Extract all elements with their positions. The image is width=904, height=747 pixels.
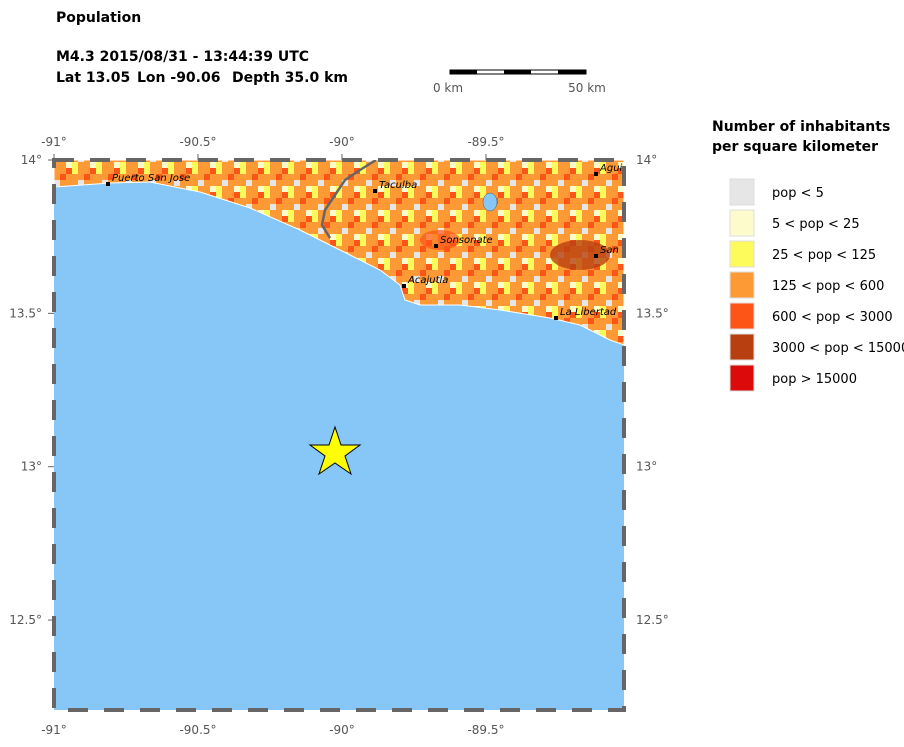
legend-label: pop < 5 <box>772 186 824 201</box>
legend-swatch <box>729 178 755 206</box>
legend-label: 3000 < pop < 15000 <box>772 341 904 356</box>
lat-tick-label: 12.5° <box>636 613 669 627</box>
epicenter <box>308 425 362 476</box>
legend-swatch <box>729 209 755 237</box>
lat-tick-label: 14° <box>21 153 42 167</box>
city-label: Acajutla <box>407 275 448 286</box>
legend-title: Number of inhabitants <box>712 119 890 135</box>
city-label: Puerto San Jose <box>112 173 190 184</box>
city-label: Sonsonate <box>440 235 493 246</box>
city-label: La Libertad <box>560 307 617 318</box>
lat: Lat 13.05 <box>56 70 130 86</box>
city-label: Taculba <box>379 180 417 191</box>
river <box>320 160 377 239</box>
lon-tick-label: -89.5° <box>467 135 504 149</box>
scale-end: 50 km <box>568 81 606 95</box>
legend-label: 125 < pop < 600 <box>772 279 884 294</box>
lon-tick-label: -91° <box>41 135 67 149</box>
lat-tick-label: 14° <box>636 153 657 167</box>
lat-tick-label: 13° <box>21 460 42 474</box>
legend-title: per square kilometer <box>712 139 878 155</box>
title: Population <box>56 10 141 26</box>
lake <box>482 192 498 212</box>
land <box>54 160 624 346</box>
lat-tick-label: 12.5° <box>9 613 42 627</box>
lon-tick-label: -90° <box>329 135 355 149</box>
lat-tick-label: 13.5° <box>9 306 42 320</box>
lon-tick-label: -89.5° <box>467 723 504 737</box>
city-dot <box>373 189 377 193</box>
legend-swatch <box>729 333 755 361</box>
lon-tick-label: -90° <box>329 723 355 737</box>
legend-swatch <box>729 302 755 330</box>
city-dot <box>554 316 558 320</box>
lon-tick-label: -90.5° <box>179 723 216 737</box>
city-dot <box>594 254 598 258</box>
city-label: San <box>600 245 619 256</box>
depth: Depth 35.0 km <box>232 70 348 86</box>
legend-label: 600 < pop < 3000 <box>772 310 893 325</box>
event: M4.3 2015/08/31 - 13:44:39 UTC <box>56 49 309 65</box>
legend-swatch <box>729 240 755 268</box>
map-frame <box>52 158 626 712</box>
lat-tick-label: 13.5° <box>636 306 669 320</box>
city-dot <box>106 182 110 186</box>
legend-label: 25 < pop < 125 <box>772 248 876 263</box>
city-label: Agui <box>599 163 623 174</box>
legend-swatch <box>729 271 755 299</box>
scale-start: 0 km <box>433 81 463 95</box>
city-dot <box>402 284 406 288</box>
legend-swatch <box>729 364 755 392</box>
scale-bar: 0 km 50 km <box>433 69 606 95</box>
city-dot <box>434 244 438 248</box>
legend-label: 5 < pop < 25 <box>772 217 860 232</box>
legend-label: pop > 15000 <box>772 372 857 387</box>
lat-tick-label: 13° <box>636 460 657 474</box>
city-dot <box>594 172 598 176</box>
lon: Lon -90.06 <box>137 70 220 86</box>
lon-tick-label: -90.5° <box>179 135 216 149</box>
map-body <box>54 160 624 710</box>
lon-tick-label: -91° <box>41 723 67 737</box>
